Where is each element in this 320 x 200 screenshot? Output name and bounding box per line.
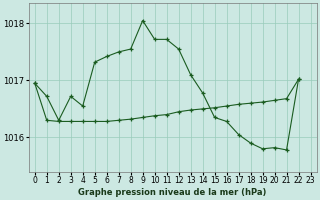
X-axis label: Graphe pression niveau de la mer (hPa): Graphe pression niveau de la mer (hPa) [78,188,267,197]
